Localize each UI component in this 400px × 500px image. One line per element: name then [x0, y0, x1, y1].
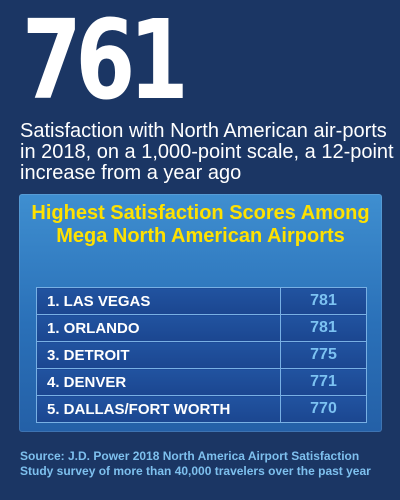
headline-description: Satisfaction with North American air-por… [20, 120, 394, 184]
airport-name: 4. DENVER [36, 368, 281, 396]
airport-name: 1. LAS VEGAS [36, 287, 281, 315]
airport-score: 781 [280, 314, 367, 342]
table-row: 5. DALLAS/FORT WORTH 770 [36, 395, 367, 423]
table-row: 3. DETROIT 775 [36, 341, 367, 369]
table-row: 1. LAS VEGAS 781 [36, 287, 367, 315]
source-note: Source: J.D. Power 2018 North America Ai… [20, 449, 371, 478]
table-row: 4. DENVER 771 [36, 368, 367, 396]
airport-score: 770 [280, 395, 367, 423]
table-row: 1. ORLANDO 781 [36, 314, 367, 342]
airport-score: 775 [280, 341, 367, 369]
rankings-panel: Highest Satisfaction Scores Among Mega N… [19, 194, 382, 432]
headline-number: 761 [22, 0, 189, 124]
airport-name: 1. ORLANDO [36, 314, 281, 342]
airport-score: 781 [280, 287, 367, 315]
airport-score: 771 [280, 368, 367, 396]
rankings-table: 1. LAS VEGAS 781 1. ORLANDO 781 3. DETRO… [36, 287, 367, 423]
airport-name: 3. DETROIT [36, 341, 281, 369]
rankings-title: Highest Satisfaction Scores Among Mega N… [31, 202, 370, 247]
airport-name: 5. DALLAS/FORT WORTH [36, 395, 281, 423]
